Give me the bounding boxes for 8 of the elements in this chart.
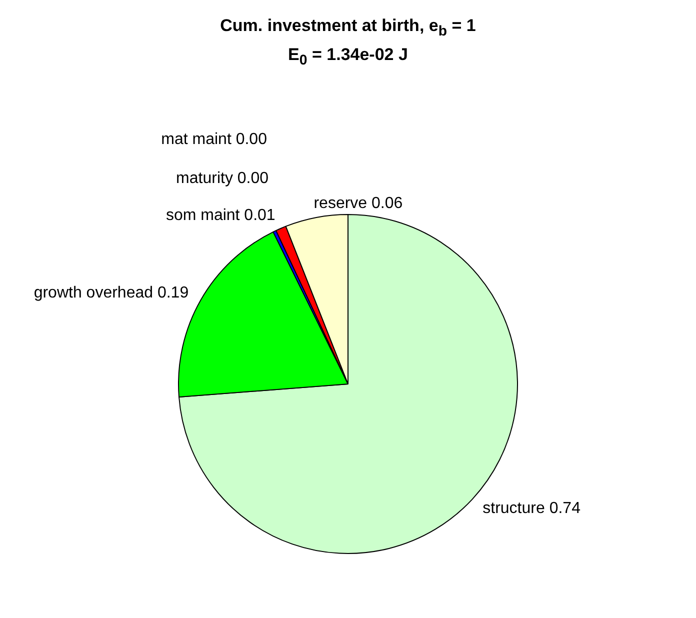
category-label: mat maint 0.00 — [161, 130, 267, 148]
slice-label: som maint 0.01 — [166, 206, 276, 224]
slice-label: reserve 0.06 — [314, 194, 403, 212]
slice-label: maturity 0.00 — [176, 170, 269, 187]
chart-subtitle: E$_{0}$ = 1.34e-02 J — [287, 44, 409, 69]
slice-label: structure 0.74 — [482, 500, 581, 517]
slice-label: growth overhead 0.19 — [34, 284, 189, 302]
chart-title: Cum. investment at birth, e$_{b}$ = 1 — [219, 15, 477, 40]
